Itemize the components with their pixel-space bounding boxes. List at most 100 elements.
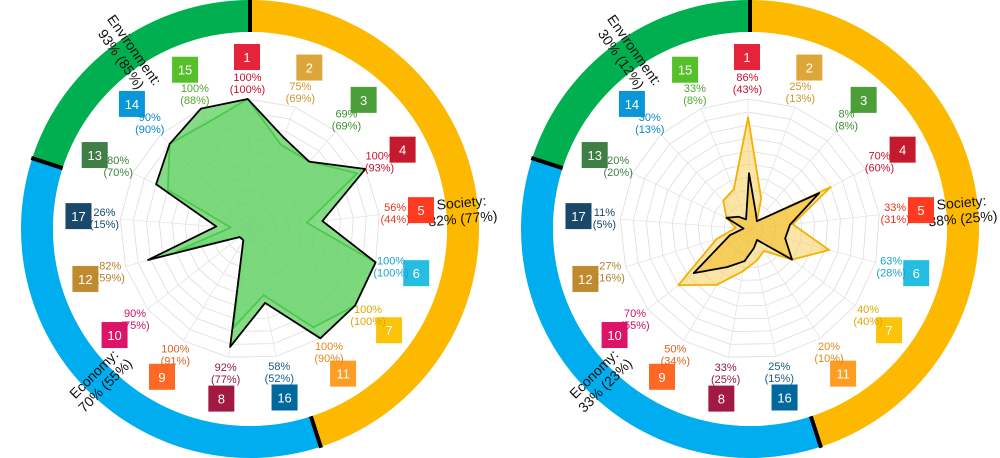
svg-text:9: 9 xyxy=(658,370,665,385)
sdg-11-icon: 11 xyxy=(330,360,357,387)
sdg-10-icon: 10 xyxy=(101,322,128,349)
pillar-ring-society xyxy=(250,0,479,447)
sdg-5-icon: 5 xyxy=(907,197,934,224)
pillar-ring-environment xyxy=(532,0,750,169)
sdg-14-icon: 14 xyxy=(618,90,645,117)
sdg-13-icon: 13 xyxy=(81,142,108,169)
sdg-5-value-label: 33% (31%) xyxy=(880,202,909,226)
sdg-10-icon: 10 xyxy=(601,322,628,349)
sdg-15-value-label: 100% (88%) xyxy=(180,83,209,107)
radar-spoke xyxy=(147,228,251,310)
pillar-ring-economy xyxy=(21,158,321,458)
pillar-separator xyxy=(30,156,65,171)
sdg-13-value-label: 80% (70%) xyxy=(104,155,133,179)
sdg-17-icon: 17 xyxy=(65,203,92,230)
sdg-6-icon: 6 xyxy=(903,260,930,287)
svg-text:14: 14 xyxy=(125,97,139,112)
radar-spoke xyxy=(749,131,837,230)
sdg-3-value-label: 8% (8%) xyxy=(835,108,858,132)
sdg-4-icon: 4 xyxy=(889,136,916,163)
svg-text:15: 15 xyxy=(678,63,692,78)
sdg-2-icon: 2 xyxy=(796,54,823,81)
svg-text:7: 7 xyxy=(885,323,892,338)
sdg-12-icon: 12 xyxy=(572,265,599,292)
sdg-17-value-label: 26% (15%) xyxy=(90,207,119,231)
sdg-10-value-label: 70% (55%) xyxy=(620,308,649,332)
svg-text:5: 5 xyxy=(417,203,424,218)
svg-text:13: 13 xyxy=(587,148,601,163)
radar-chart-1: Society:82% (77%)Economy:70% (55%)Enviro… xyxy=(21,0,498,458)
sdg-1-icon: 1 xyxy=(733,44,760,71)
sdg-1-value-label: 100% (100%) xyxy=(230,72,265,96)
radar-spoke xyxy=(183,228,251,341)
svg-text:4: 4 xyxy=(899,143,906,158)
svg-text:8: 8 xyxy=(218,392,225,407)
sdg-10-value-label: 90% (75%) xyxy=(120,308,149,332)
sdg-3-value-label: 69% (69%) xyxy=(332,108,361,132)
sdg-8-value-label: 92% (77%) xyxy=(211,362,240,386)
sdg-14-icon: 14 xyxy=(118,90,145,117)
radar-gridline xyxy=(671,150,828,307)
sdg-12-value-label: 82% (59%) xyxy=(96,260,125,284)
sdg-8-icon: 8 xyxy=(708,385,735,412)
sdg-12-icon: 12 xyxy=(72,265,99,292)
sdg-14-value-label: 30% (13%) xyxy=(635,112,664,136)
sdg-9-icon: 9 xyxy=(149,363,176,390)
sdg-17-value-label: 11% (5%) xyxy=(593,207,616,231)
svg-text:1: 1 xyxy=(243,50,250,65)
sdg-17-icon: 17 xyxy=(565,203,592,230)
svg-text:5: 5 xyxy=(917,203,924,218)
svg-text:1: 1 xyxy=(743,50,750,65)
sdg-9-value-label: 50% (34%) xyxy=(661,343,690,367)
sdg-16-icon: 16 xyxy=(271,384,298,411)
sdg-4-value-label: 70% (60%) xyxy=(865,151,894,175)
sdg-9-icon: 9 xyxy=(649,363,676,390)
sdg-15-value-label: 33% (8%) xyxy=(683,83,706,107)
radar-gridline xyxy=(658,137,841,320)
sdg-15-icon: 15 xyxy=(172,56,199,83)
sdg-16-value-label: 58% (52%) xyxy=(265,361,294,385)
sdg-1-icon: 1 xyxy=(233,44,260,71)
pillar-label-society: Society:82% (77%) xyxy=(426,191,498,229)
sdg-13-value-label: 20% (20%) xyxy=(604,155,633,179)
pillar-label-society: Society:38% (25%) xyxy=(926,191,998,229)
sdg-16-icon: 16 xyxy=(771,384,798,411)
sdg-11-value-label: 20% (10%) xyxy=(814,341,843,365)
sdg-8-value-label: 33% (25%) xyxy=(711,362,740,386)
sdg-6-value-label: 63% (28%) xyxy=(876,255,905,279)
sdg-13-icon: 13 xyxy=(581,142,608,169)
sdg-2-icon: 2 xyxy=(296,54,323,81)
sdg-15-icon: 15 xyxy=(672,56,699,83)
svg-text:3: 3 xyxy=(360,93,367,108)
radar-gridline xyxy=(632,111,867,345)
radar-gridline xyxy=(697,176,803,281)
sdg-7-icon: 7 xyxy=(376,317,403,344)
sdg-11-value-label: 100% (90%) xyxy=(314,341,343,365)
pillar-ring-environment xyxy=(32,0,251,169)
svg-text:11: 11 xyxy=(336,367,350,382)
sdg-4-value-label: 100% (93%) xyxy=(365,151,394,175)
sdg-9-value-label: 100% (91%) xyxy=(161,343,190,367)
svg-text:2: 2 xyxy=(306,61,313,76)
sdg-1-value-label: 86% (43%) xyxy=(733,72,762,96)
sdg-3-icon: 3 xyxy=(850,86,877,113)
pillar-separator xyxy=(308,414,323,449)
radar-spoke xyxy=(620,218,751,230)
sdg-5-icon: 5 xyxy=(407,197,434,224)
radar-gridline xyxy=(645,124,854,332)
svg-text:12: 12 xyxy=(578,272,592,287)
sdg-8-icon: 8 xyxy=(208,385,235,412)
sdg-7-value-label: 40% (40%) xyxy=(853,304,882,328)
svg-text:2: 2 xyxy=(806,61,813,76)
radar-gridline xyxy=(119,98,380,358)
radar-gridline xyxy=(684,163,816,294)
radar-chart-2: Society:38% (25%)Economy:33% (23%)Enviro… xyxy=(521,0,998,458)
pillar-ring-society xyxy=(750,0,979,447)
sdg-7-value-label: 100% (100%) xyxy=(350,304,385,328)
svg-text:4: 4 xyxy=(399,143,406,158)
sdg-2-value-label: 75% (69%) xyxy=(286,81,315,105)
svg-text:10: 10 xyxy=(607,328,621,343)
radar-series-2 xyxy=(692,172,821,274)
radar-gridline xyxy=(619,98,880,358)
